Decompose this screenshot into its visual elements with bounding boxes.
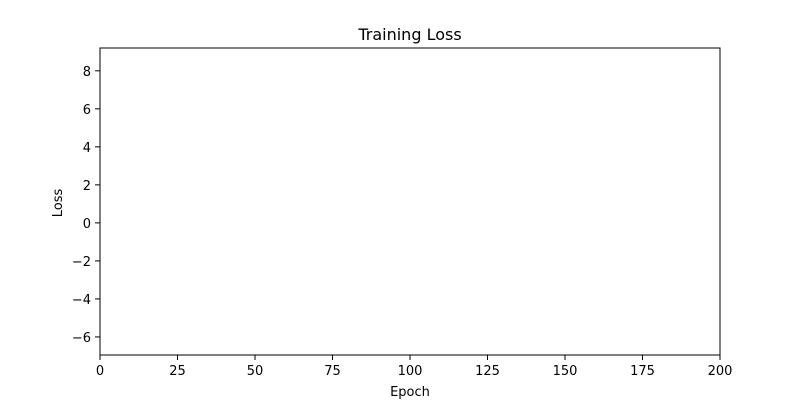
x-tick-label: 0 xyxy=(96,364,104,379)
x-tick-label: 175 xyxy=(630,364,655,379)
chart-title: Training Loss xyxy=(357,25,461,44)
x-axis-ticks: 0 25 50 75 100 125 150 175 200 xyxy=(96,355,733,379)
y-axis-label: Loss xyxy=(51,189,66,218)
y-tick-label: 2 xyxy=(83,179,91,194)
x-tick-label: 125 xyxy=(475,364,500,379)
x-tick-label: 50 xyxy=(247,364,264,379)
x-axis-label: Epoch xyxy=(390,385,430,400)
x-tick-label: 25 xyxy=(169,364,186,379)
y-tick-label: 4 xyxy=(83,141,91,156)
y-tick-label: 0 xyxy=(83,217,91,232)
y-tick-label: −4 xyxy=(72,293,91,308)
y-tick-label: −6 xyxy=(72,331,91,346)
y-axis-ticks: −6 −4 −2 0 2 4 6 8 xyxy=(72,65,100,346)
y-tick-label: 6 xyxy=(83,103,91,118)
y-tick-label: −2 xyxy=(72,255,91,270)
x-tick-label: 100 xyxy=(398,364,423,379)
x-tick-label: 200 xyxy=(708,364,733,379)
y-tick-label: 8 xyxy=(83,65,91,80)
x-tick-label: 75 xyxy=(324,364,341,379)
x-tick-label: 150 xyxy=(553,364,578,379)
